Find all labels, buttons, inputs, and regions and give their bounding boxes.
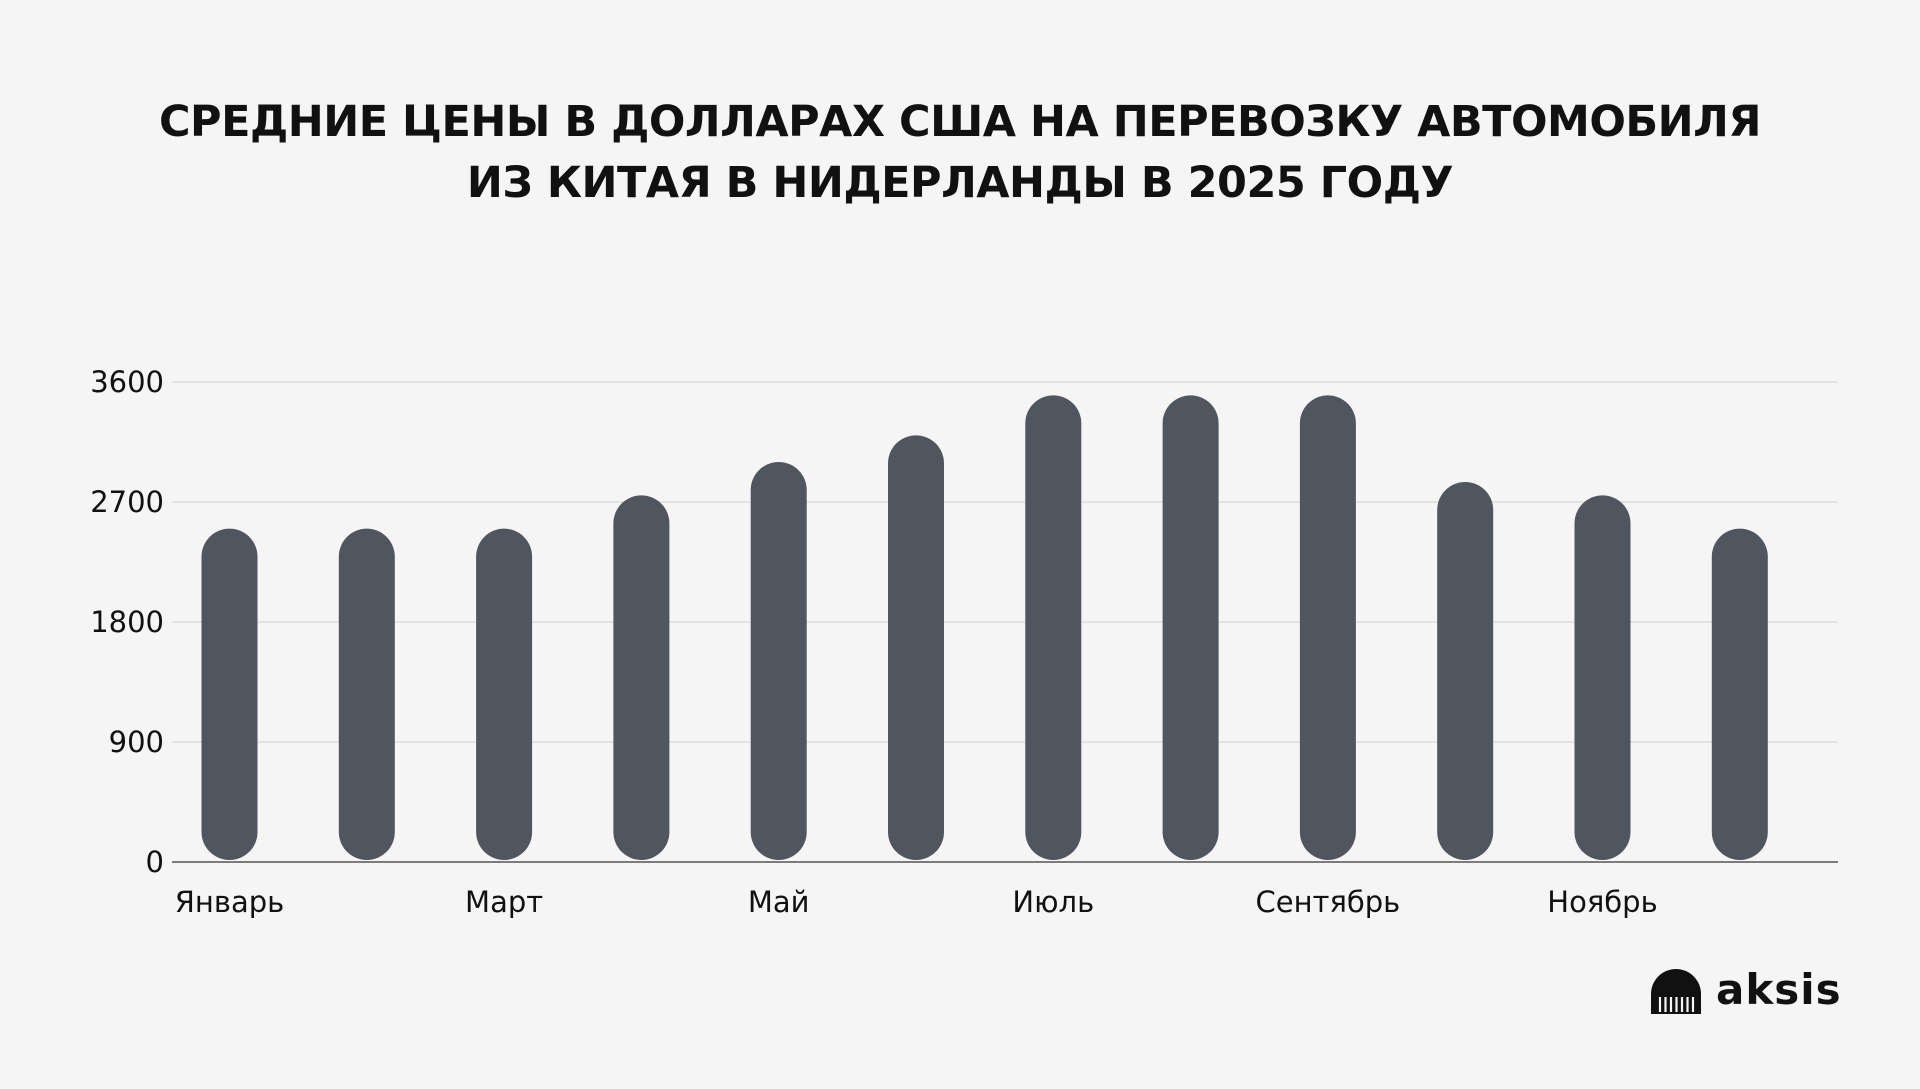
chart-title-line-1: СРЕДНИЕ ЦЕНЫ В ДОЛЛАРАХ США НА ПЕРЕВОЗКУ…	[159, 97, 1762, 147]
y-tick-label: 3600	[90, 365, 164, 399]
bar-Апрель	[613, 495, 670, 860]
chart-title: СРЕДНИЕ ЦЕНЫ В ДОЛЛАРАХ США НА ПЕРЕВОЗКУ…	[0, 92, 1920, 214]
y-tick-label: 0	[146, 845, 164, 879]
bar-Февраль	[338, 528, 395, 860]
x-tick-label: Ноябрь	[1547, 885, 1657, 919]
bar-Сентябрь	[1299, 395, 1356, 860]
bar-Июнь	[888, 435, 944, 860]
y-tick-label: 2700	[90, 485, 164, 519]
y-tick-label: 900	[109, 725, 164, 759]
y-tick-label: 1800	[90, 605, 164, 639]
bar-Ноябрь	[1574, 495, 1631, 860]
brand-logo: aksis	[1648, 964, 1841, 1020]
bar-Август	[1162, 395, 1219, 860]
bar-Октябрь	[1437, 482, 1494, 860]
bar-Май	[750, 462, 807, 860]
chart-title-line-2: ИЗ КИТАЯ В НИДЕРЛАНДЫ В 2025 ГОДУ	[466, 158, 1454, 208]
bar-Январь	[201, 528, 258, 860]
bar-Март	[476, 528, 533, 860]
x-tick-label: Сентябрь	[1256, 885, 1401, 919]
bar-Июль	[1025, 395, 1082, 860]
bar-Декабрь	[1711, 528, 1768, 860]
x-tick-label: Май	[748, 885, 810, 919]
x-tick-label: Июль	[1012, 885, 1094, 919]
aksis-logo-icon	[1651, 969, 1701, 1014]
x-tick-label: Март	[465, 885, 543, 919]
x-tick-label: Январь	[175, 885, 284, 919]
logo-text: aksis	[1716, 965, 1842, 1014]
